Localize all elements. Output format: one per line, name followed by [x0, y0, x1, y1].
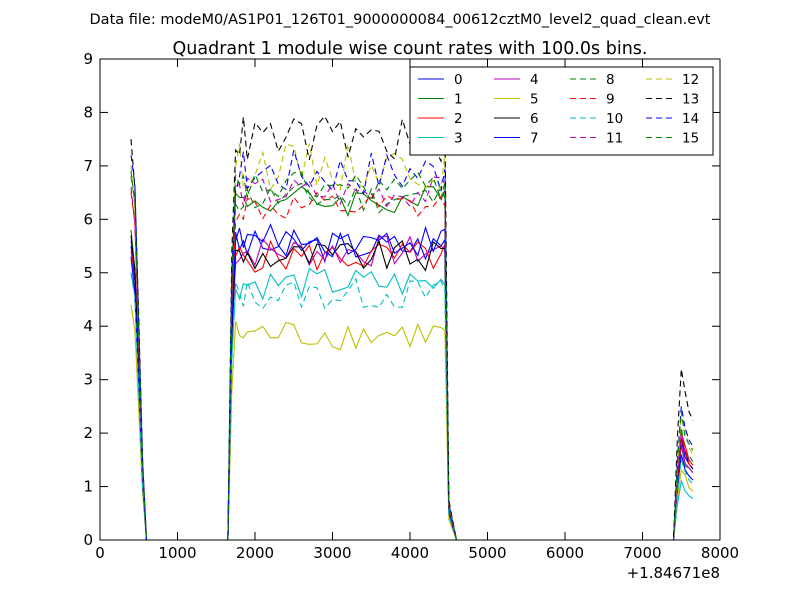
x-tick-label: 1000: [158, 544, 196, 562]
legend-label: 6: [530, 111, 539, 127]
figure-suptitle: Data file: modeM0/AS1P01_126T01_90000000…: [90, 12, 711, 28]
legend-entry-11: 11: [570, 131, 623, 147]
y-tick-label: 7: [83, 157, 93, 175]
legend-label: 13: [682, 92, 699, 108]
legend-entry-8: 8: [570, 72, 615, 88]
y-tick-label: 0: [83, 531, 93, 549]
legend-entry-5: 5: [494, 92, 539, 108]
y-tick-label: 2: [83, 424, 93, 442]
series-line-14: [130, 150, 694, 540]
x-tick-label: 8000: [701, 544, 739, 562]
legend-entry-12: 12: [646, 72, 699, 88]
legend-entry-9: 9: [570, 92, 615, 108]
legend-entry-3: 3: [418, 131, 463, 147]
legend-label: 9: [606, 92, 615, 108]
x-tick-label: 0: [95, 544, 105, 562]
y-tick-label: 1: [83, 478, 93, 496]
x-tick-label: 7000: [623, 544, 661, 562]
chart-title: Quadrant 1 module wise count rates with …: [173, 39, 648, 59]
y-tick-label: 4: [83, 317, 93, 335]
x-tick-label: 3000: [313, 544, 351, 562]
legend-entry-10: 10: [570, 111, 623, 127]
series-line-15: [130, 171, 694, 540]
legend-label: 0: [454, 72, 463, 88]
legend-entry-2: 2: [418, 111, 463, 127]
legend-label: 12: [682, 72, 699, 88]
legend-label: 2: [454, 111, 463, 127]
x-tick-label: 6000: [546, 544, 584, 562]
series-line-5: [130, 304, 694, 540]
legend-entry-13: 13: [646, 92, 699, 108]
series-line-10: [130, 272, 694, 540]
x-offset-label: +1.84671e8: [627, 564, 720, 582]
legend-entry-15: 15: [646, 131, 699, 147]
y-tick-label: 6: [83, 210, 93, 228]
legend-label: 5: [530, 92, 539, 108]
legend-label: 11: [606, 131, 623, 147]
x-tick-label: 5000: [468, 544, 506, 562]
legend-entry-7: 7: [494, 131, 539, 147]
y-tick-label: 5: [83, 264, 93, 282]
legend-entry-14: 14: [646, 111, 699, 127]
legend-label: 4: [530, 72, 539, 88]
legend-entry-4: 4: [494, 72, 539, 88]
legend-label: 15: [682, 131, 699, 147]
legend-box: [409, 66, 714, 156]
legend-label: 7: [530, 131, 539, 147]
legend-label: 1: [454, 92, 463, 108]
axes: 0 1000 2000 3000 4000 5000 6000 7000 80000123456…: [83, 50, 739, 562]
x-tick-label: 2000: [236, 544, 274, 562]
y-tick-label: 9: [83, 50, 93, 68]
legend-label: 14: [682, 111, 699, 127]
legend-entry-1: 1: [418, 92, 463, 108]
legend-label: 10: [606, 111, 623, 127]
legend-label: 8: [606, 72, 615, 88]
legend-entry-6: 6: [494, 111, 539, 127]
plot-area: [130, 115, 694, 540]
legend-entry-0: 0: [418, 72, 463, 88]
x-tick-label: 4000: [391, 544, 429, 562]
series-line-13: [130, 115, 694, 540]
y-tick-label: 8: [83, 103, 93, 121]
y-tick-label: 3: [83, 371, 93, 389]
legend-label: 3: [454, 131, 463, 147]
